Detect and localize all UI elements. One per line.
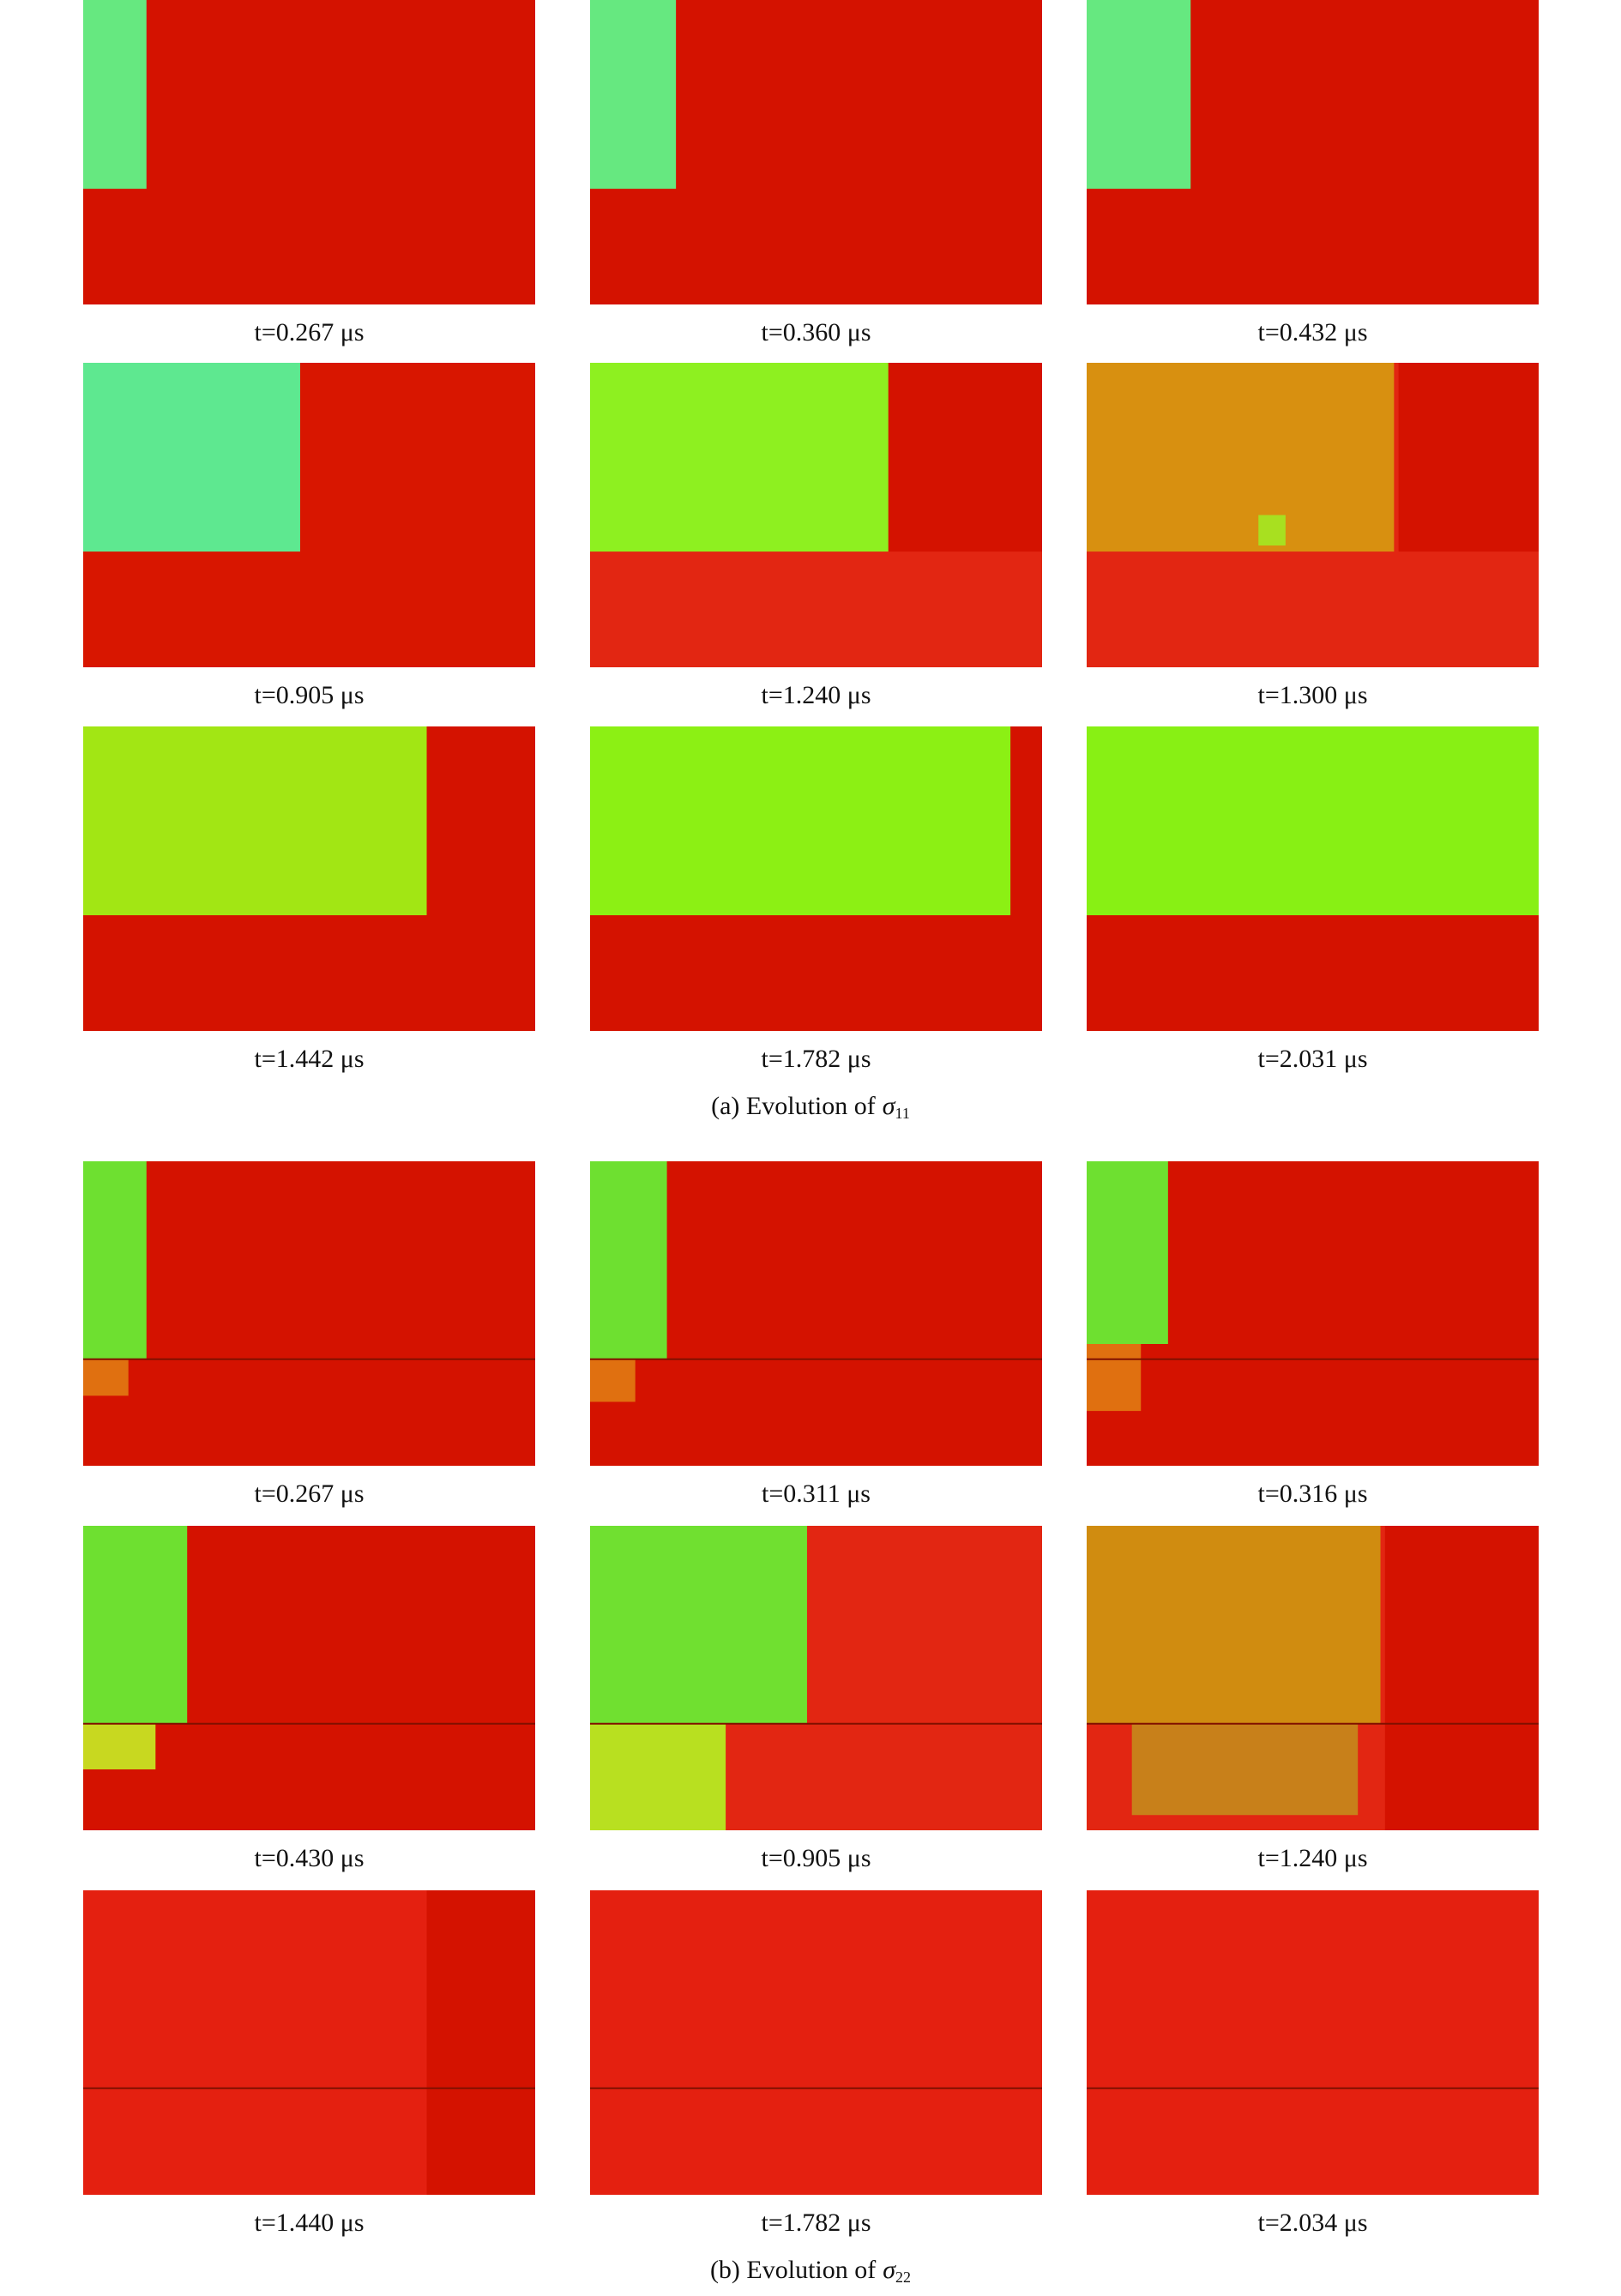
frame-label: t=0.311 μs xyxy=(762,1479,871,1508)
stress-region xyxy=(1087,726,1539,916)
stress-region xyxy=(83,1359,129,1396)
stress-region xyxy=(83,1723,156,1769)
stress-region xyxy=(1087,1344,1142,1412)
caption-text: (a) Evolution of xyxy=(711,1092,876,1120)
stress-region xyxy=(590,1723,726,1830)
stress-region xyxy=(83,0,147,190)
stress-region xyxy=(1087,0,1191,190)
stress-region xyxy=(83,726,427,916)
frame-background xyxy=(1087,1890,1539,2195)
simulation-frame xyxy=(590,363,1042,667)
simulation-frame xyxy=(590,726,1042,1031)
simulation-frame xyxy=(590,1890,1042,2195)
simulation-frame xyxy=(83,726,535,1031)
frame-label: t=0.432 μs xyxy=(1257,318,1367,347)
frame-label: t=1.782 μs xyxy=(761,2209,871,2237)
stress-region xyxy=(1087,1161,1168,1344)
stress-region xyxy=(590,363,889,552)
frame-label: t=0.316 μs xyxy=(1257,1479,1367,1508)
frame-label: t=0.430 μs xyxy=(254,1844,364,1872)
stress-region xyxy=(426,1890,535,2195)
caption-subscript: 11 xyxy=(895,1105,910,1122)
stress-region xyxy=(1384,1526,1539,1830)
simulation-frame xyxy=(1087,1526,1539,1830)
frame-label: t=1.240 μs xyxy=(1257,1844,1367,1872)
frame-label: t=1.300 μs xyxy=(1257,681,1367,709)
stress-region xyxy=(888,363,1042,552)
frame-label: t=1.240 μs xyxy=(761,681,871,709)
stress-region xyxy=(1398,363,1539,552)
stress-region xyxy=(1087,1526,1381,1724)
simulation-frame xyxy=(83,1161,535,1466)
frame-label: t=1.442 μs xyxy=(254,1045,364,1073)
frame-background xyxy=(83,1161,535,1466)
stress-region xyxy=(83,363,300,552)
simulation-frame xyxy=(590,0,1042,304)
simulation-frame xyxy=(83,1526,535,1830)
frame-label: t=2.034 μs xyxy=(1257,2209,1367,2237)
stress-region xyxy=(590,1359,636,1402)
simulation-frame xyxy=(1087,363,1539,667)
stress-region xyxy=(590,1526,807,1724)
stress-region xyxy=(1087,363,1395,552)
caption-subscript: 22 xyxy=(895,2269,911,2286)
figure-caption: (a) Evolution of σ11 xyxy=(711,1092,910,1122)
simulation-frame xyxy=(590,1161,1042,1466)
stress-region xyxy=(83,1161,147,1359)
simulation-frame xyxy=(83,0,535,304)
simulation-frame xyxy=(1087,1890,1539,2195)
figure-caption: (b) Evolution of σ22 xyxy=(710,2256,911,2286)
simulation-frame xyxy=(1087,726,1539,1031)
stress-region xyxy=(1131,1723,1359,1816)
frame-label: t=1.782 μs xyxy=(761,1045,871,1073)
frame-label: t=0.905 μs xyxy=(761,1844,871,1872)
caption-text: (b) Evolution of xyxy=(710,2256,876,2284)
stress-region xyxy=(1258,515,1286,545)
stress-region xyxy=(83,1526,188,1724)
simulation-frame xyxy=(590,1526,1042,1830)
frame-label: t=0.267 μs xyxy=(254,318,364,347)
simulation-frame xyxy=(83,1890,535,2195)
caption-symbol: σ xyxy=(883,1092,896,1120)
stress-region xyxy=(590,726,1011,916)
stress-region xyxy=(590,0,677,190)
frame-label: t=1.440 μs xyxy=(254,2209,364,2237)
frame-label: t=0.267 μs xyxy=(254,1479,364,1508)
simulation-frame xyxy=(1087,0,1539,304)
stress-region xyxy=(590,1161,667,1359)
simulation-frame xyxy=(83,363,535,667)
frame-label: t=0.360 μs xyxy=(761,318,871,347)
simulation-frame xyxy=(1087,1161,1539,1466)
frame-label: t=0.905 μs xyxy=(254,681,364,709)
frame-label: t=2.031 μs xyxy=(1257,1045,1367,1073)
frame-background xyxy=(590,1890,1042,2195)
caption-symbol: σ xyxy=(883,2256,896,2284)
frame-background xyxy=(83,0,535,304)
